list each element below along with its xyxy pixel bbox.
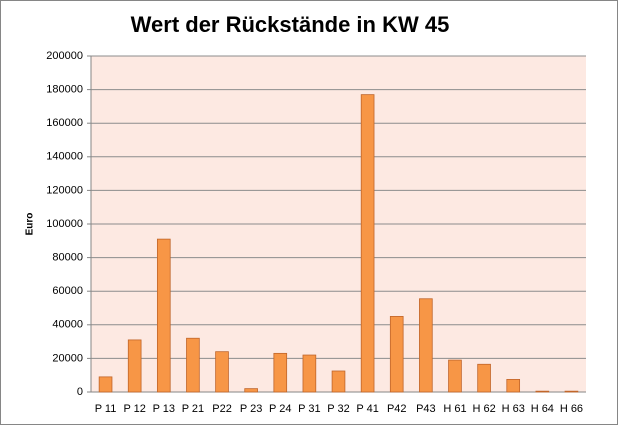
- x-tick-label: H 64: [531, 403, 554, 415]
- y-tick-label: 160000: [46, 117, 83, 129]
- y-tick-label: 200000: [46, 50, 83, 62]
- x-tick-label: P42: [387, 403, 407, 415]
- bar: [535, 390, 550, 393]
- y-tick-label: 60000: [52, 285, 83, 297]
- bar: [448, 359, 462, 393]
- x-tick-label: P 23: [240, 403, 262, 415]
- bar: [564, 390, 579, 393]
- bar: [389, 315, 404, 393]
- bar: [506, 378, 521, 393]
- x-tick-label: P 24: [269, 403, 291, 415]
- y-tick-label: 20000: [52, 352, 83, 364]
- chart-title: Wert der Rückstände in KW 45: [131, 12, 450, 37]
- bar: [273, 352, 288, 393]
- x-tick-label: H 62: [472, 403, 495, 415]
- x-tick-label: H 61: [443, 403, 466, 415]
- bar: [244, 388, 258, 393]
- y-axis-title: Euro: [25, 213, 36, 236]
- bar: [302, 354, 317, 393]
- x-tick-label: P22: [212, 403, 232, 415]
- x-tick-label: P 13: [153, 403, 175, 415]
- x-tick-label: H 63: [502, 403, 525, 415]
- bar: [98, 376, 113, 393]
- y-tick-label: 0: [77, 386, 83, 398]
- y-tick-label: 140000: [46, 151, 83, 163]
- x-tick-label: P 11: [95, 403, 117, 415]
- y-tick-label: 180000: [46, 84, 83, 96]
- x-tick-label: P 12: [123, 403, 145, 415]
- bar: [419, 298, 433, 393]
- x-tick-label: H 66: [560, 403, 583, 415]
- x-tick-label: P 32: [327, 403, 349, 415]
- x-tick-label: P 31: [298, 403, 320, 415]
- bar: [360, 94, 375, 393]
- x-tick-label: P 21: [182, 403, 204, 415]
- y-tick-label: 40000: [52, 319, 83, 331]
- bar: [156, 238, 171, 393]
- bar: [127, 339, 142, 393]
- y-tick-label: 120000: [46, 184, 83, 196]
- bar: [215, 351, 229, 393]
- x-tick-label: P 41: [356, 403, 378, 415]
- bar: [477, 363, 491, 393]
- y-tick-label: 100000: [46, 218, 83, 230]
- y-tick-label: 80000: [52, 252, 83, 264]
- x-tick-label: P43: [416, 403, 436, 415]
- bar: [331, 370, 346, 393]
- bar: [186, 337, 200, 393]
